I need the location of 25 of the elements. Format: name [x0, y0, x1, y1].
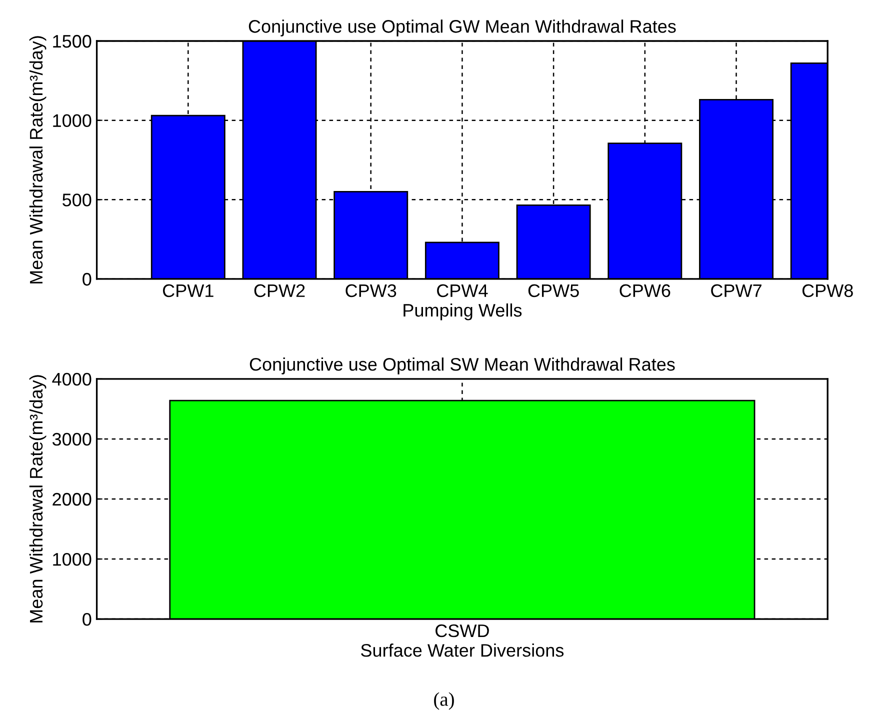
x-tick-label: CPW3: [346, 284, 396, 298]
y-tick-label: 1000: [53, 552, 92, 566]
chart-title: Conjunctive use Optimal SW Mean Withdrawal Rates: [250, 357, 675, 374]
x-tick-label: CPW7: [711, 284, 762, 298]
y-tick-label: 0: [82, 272, 92, 286]
x-tick-label: CPW8: [802, 284, 853, 298]
x-tick-label: CSWD: [436, 624, 489, 638]
text: (a): [434, 692, 454, 710]
y-tick-label: 500: [62, 194, 92, 206]
x-axis-title: Surface Water Diversions: [361, 644, 564, 657]
y-axis-title: Mean Withdrawal Rate(m³/day): [29, 375, 46, 622]
y-axis-title: Mean Withdrawal Rate(m³/day): [29, 36, 46, 284]
x-tick-label: CPW4: [437, 284, 488, 298]
x-tick-label: CPW1: [162, 284, 214, 298]
y-tick-label: 1500: [53, 34, 92, 48]
x-tick-label: CPW2: [254, 284, 305, 298]
y-tick-label: 3000: [52, 432, 92, 446]
y-tick-label: 0: [82, 612, 92, 626]
y-tick-label: 1000: [53, 114, 92, 128]
x-axis-title: Pumping Wells: [404, 303, 522, 320]
y-tick-label: 4000: [52, 372, 92, 386]
chart-title: Conjunctive use Optimal GW Mean Withdrawal Rates: [248, 20, 676, 36]
x-tick-label: CPW5: [528, 284, 579, 298]
x-tick-label: CPW6: [620, 284, 670, 298]
y-tick-label: 2000: [52, 492, 92, 506]
